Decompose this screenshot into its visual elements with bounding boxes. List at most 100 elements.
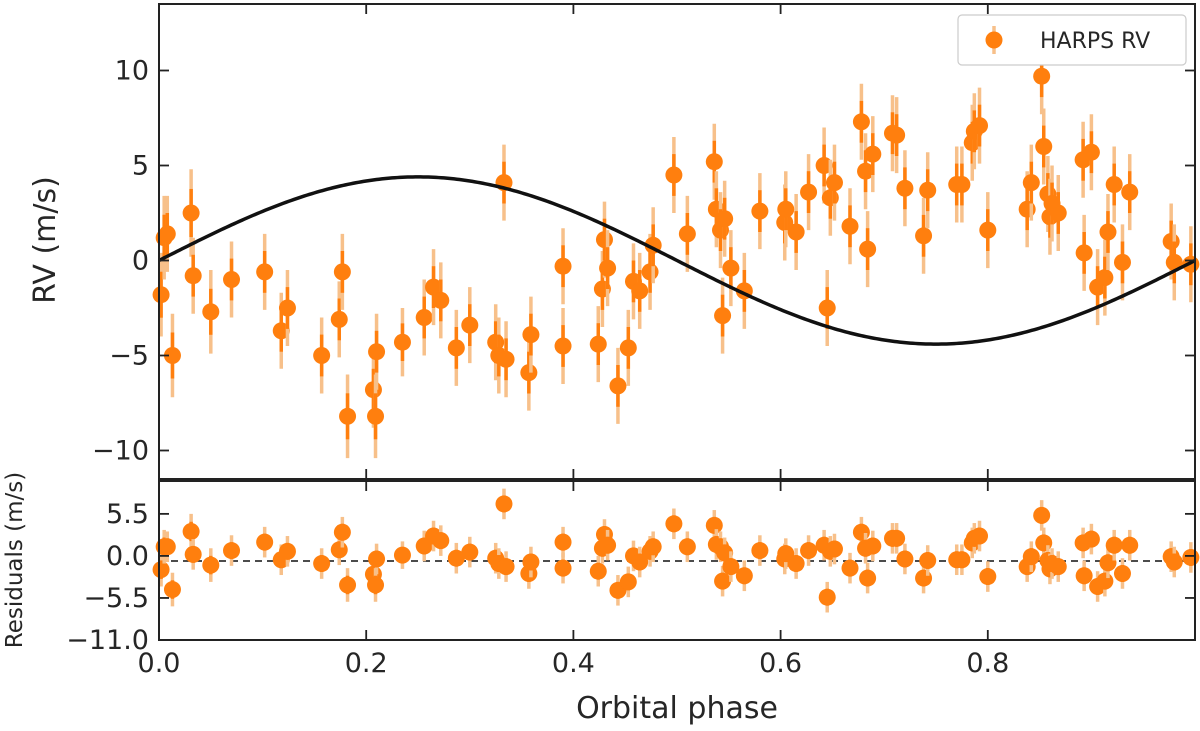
residual-data-point <box>1182 548 1200 566</box>
residual-data-point <box>818 588 836 606</box>
rv-y-tick-label: −5 <box>109 341 149 372</box>
residual-data-point <box>1033 506 1051 524</box>
rv-data-point <box>979 221 997 239</box>
rv-data-point <box>751 202 769 220</box>
rv-y-tick-label: −10 <box>92 436 149 467</box>
residual-data-point <box>1099 554 1117 572</box>
rv-data-point <box>202 303 220 321</box>
rv-data-point <box>665 166 683 184</box>
residual-data-point <box>825 540 843 558</box>
rv-data-point <box>714 307 732 325</box>
residuals-x-ticks: 0.0 0.2 0.4 0.6 0.8 <box>138 481 1009 679</box>
rv-data-point <box>1113 253 1131 271</box>
rv-y-ticks: 10 5 0 −5 −10 <box>92 56 1195 467</box>
rv-data-point <box>339 407 357 425</box>
residual-data-point <box>971 527 989 545</box>
residual-data-point <box>979 568 997 586</box>
residual-data-point <box>589 562 607 580</box>
rv-data-point <box>554 257 572 275</box>
residuals-panel: 5.5 0.0 −5.5 −11.0 0.0 0.2 0.4 0.6 0.8 Residual… <box>2 472 1200 726</box>
rv-data-point <box>609 377 627 395</box>
residual-data-point <box>461 543 479 561</box>
rv-data-point <box>425 278 443 296</box>
residuals-y-ticks: 5.5 0.0 −5.5 −11.0 <box>66 499 1195 656</box>
residual-data-point <box>1096 572 1114 590</box>
rv-data-point <box>821 189 839 207</box>
rv-data-point <box>678 225 696 243</box>
rv-data-point <box>825 174 843 192</box>
residual-data-point <box>714 572 732 590</box>
rv-data-point <box>859 240 877 258</box>
residual-data-point <box>841 559 859 577</box>
rv-data-point <box>1075 244 1093 262</box>
rv-data-point <box>631 282 649 300</box>
keplerian-model-curve <box>158 175 1196 346</box>
residual-data-point <box>339 576 357 594</box>
residual-data-point <box>367 576 385 594</box>
residual-data-point <box>313 555 331 573</box>
residual-data-point <box>619 573 637 591</box>
residual-data-point <box>495 495 513 513</box>
rv-data-point <box>184 267 202 285</box>
rv-data-point <box>158 225 176 243</box>
residual-data-point <box>735 567 753 585</box>
residual-data-point <box>152 561 170 579</box>
rv-data-point <box>915 227 933 245</box>
residual-data-point <box>1075 567 1093 585</box>
rv-y-tick-label: 10 <box>115 56 149 87</box>
residual-data-point <box>497 558 515 576</box>
rv-data-point <box>857 162 875 180</box>
rv-data-point <box>461 316 479 334</box>
residual-data-point <box>864 537 882 555</box>
rv-data-point <box>1033 67 1051 85</box>
residual-data-point <box>1082 530 1100 548</box>
residual-data-point <box>1105 536 1123 554</box>
rv-data-point <box>841 217 859 235</box>
rv-data-point <box>223 271 241 288</box>
residual-data-point <box>447 549 465 567</box>
residual-data-point <box>1049 558 1067 576</box>
residuals-y-tick-label: 5.5 <box>106 499 149 530</box>
rv-panel-frame <box>158 3 1196 480</box>
rv-data-point <box>852 113 870 131</box>
rv-data-point <box>256 263 274 281</box>
rv-data-point <box>818 299 836 317</box>
residual-data-point <box>278 542 296 560</box>
rv-data-point <box>1099 223 1117 241</box>
rv-data-point <box>554 337 572 355</box>
rv-data-point <box>815 157 833 174</box>
residual-data-point <box>800 542 818 560</box>
residual-data-point <box>678 538 696 556</box>
rv-data-point <box>278 299 296 317</box>
residual-data-point <box>1165 553 1183 571</box>
rv-data-point <box>522 326 540 344</box>
rv-data-point <box>497 350 515 368</box>
rv-data-point <box>1018 200 1036 218</box>
residual-data-point <box>665 515 683 533</box>
rv-data-point <box>182 204 200 222</box>
rv-data-point <box>1049 204 1067 222</box>
rv-data-point <box>333 263 351 281</box>
residual-data-point <box>896 550 914 568</box>
rv-data-point <box>589 335 607 353</box>
rv-data-point <box>919 181 937 199</box>
rv-y-axis-label: RV (m/s) <box>28 176 63 304</box>
residual-data-point <box>432 532 450 550</box>
residual-data-point <box>644 538 662 556</box>
residual-data-point <box>751 542 769 560</box>
residuals-x-tick-label: 0.4 <box>552 648 595 679</box>
residual-data-point <box>859 569 877 587</box>
rv-data-point <box>447 339 465 357</box>
rv-data-point <box>896 179 914 197</box>
residual-data-point <box>852 523 870 541</box>
rv-data-point <box>953 176 971 193</box>
residual-data-point <box>163 581 181 599</box>
rv-data-point <box>705 153 723 171</box>
residuals-x-tick-label: 0.2 <box>345 648 388 679</box>
residual-data-point <box>1113 564 1131 582</box>
residual-data-point <box>330 541 348 559</box>
legend-point-marker <box>985 31 1003 49</box>
rv-data-point <box>864 145 882 163</box>
rv-data-point <box>716 210 734 228</box>
